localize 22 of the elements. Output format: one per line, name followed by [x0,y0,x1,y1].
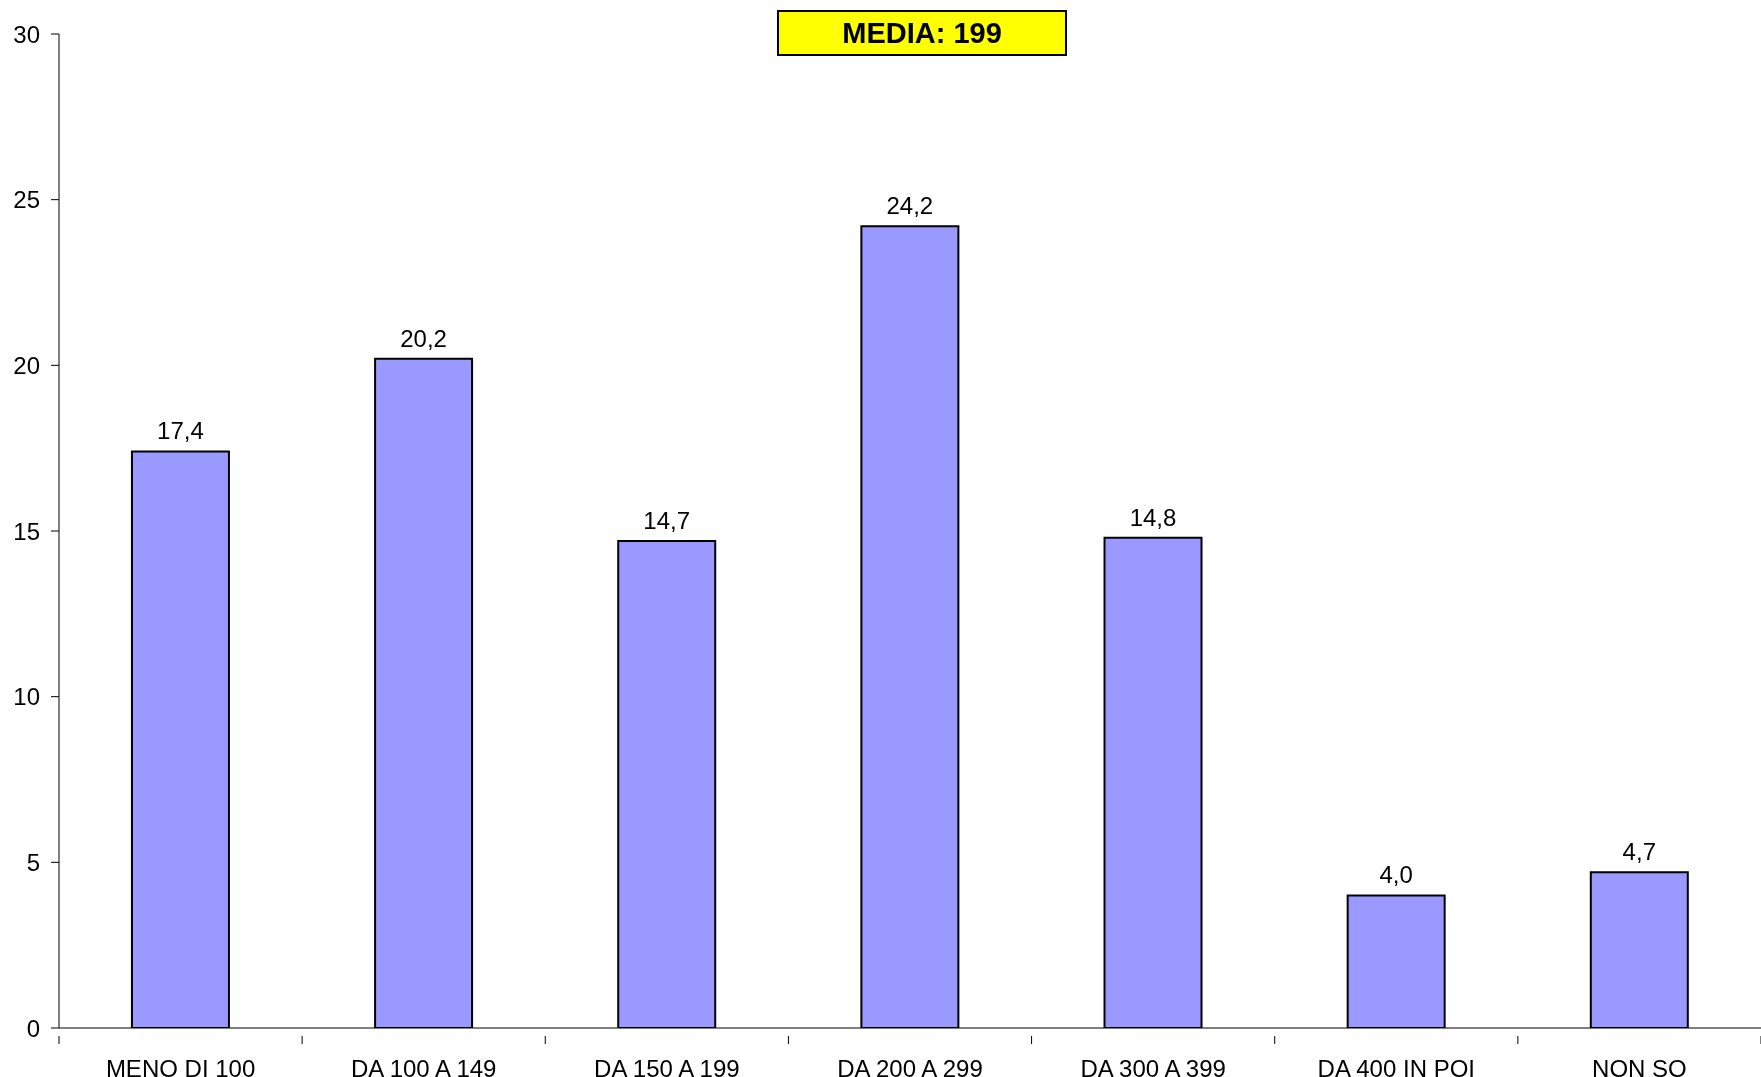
x-tick-label: DA 300 A 399 [1080,1054,1226,1077]
y-tick-label: 20 [13,351,40,379]
x-tick-label: NON SO [1592,1054,1687,1077]
data-label: 14,7 [643,506,691,534]
x-tick-label: DA 150 A 199 [594,1054,740,1077]
y-tick-label: 15 [13,517,40,545]
y-tick-label: 5 [26,848,40,876]
chart-title: MEDIA: 199 [842,16,1002,49]
x-tick-label: DA 400 IN POI [1317,1054,1475,1077]
data-label: 14,8 [1129,503,1177,531]
data-label: 24,2 [886,192,934,220]
data-label: 17,4 [157,417,204,445]
y-tick-label: 25 [13,186,40,214]
x-tick-label: MENO DI 100 [105,1054,256,1077]
y-tick-label: 10 [13,683,40,711]
x-tick-label: DA 200 A 299 [837,1054,983,1077]
data-label: 4,7 [1622,838,1656,866]
data-label: 20,2 [400,324,447,352]
y-tick-label: 0 [26,1014,40,1042]
y-tick-label: 30 [13,20,40,48]
data-label: 4,0 [1379,861,1413,889]
x-tick-label: DA 100 A 149 [350,1054,497,1077]
